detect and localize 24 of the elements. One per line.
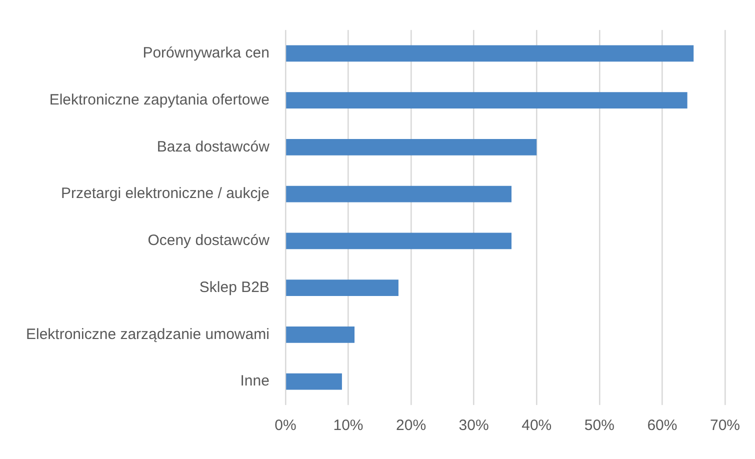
y-tick-label: Oceny dostawców [148,232,270,250]
x-tick-label: 70% [710,417,740,434]
y-tick-label: Sklep B2B [199,278,270,296]
bar [286,373,342,390]
bar [286,232,512,250]
bar [286,280,398,296]
y-tick-label: Przetargi elektroniczne / aukcje [61,185,270,202]
bar [286,326,355,343]
x-tick-label: 30% [458,417,489,434]
x-tick-label: 60% [647,417,678,434]
y-tick-label: Porównywarka cen [142,44,270,62]
y-tick-label: Elektroniczne zapytania ofertowe [49,91,270,108]
y-tick-label: Baza dostawców [156,138,270,156]
x-tick-label: 0% [274,417,296,434]
x-tick-label: 10% [333,417,364,434]
x-tick-label: 40% [522,417,552,434]
bar [286,45,694,62]
x-tick-label: 50% [584,417,614,434]
x-tick-label: 20% [396,417,426,434]
bar [286,92,688,109]
y-tick-label: Elektroniczne zarządzanie umowami [26,326,270,343]
bar [286,138,537,156]
bar [286,186,512,202]
y-tick-label: Inne [240,372,270,390]
